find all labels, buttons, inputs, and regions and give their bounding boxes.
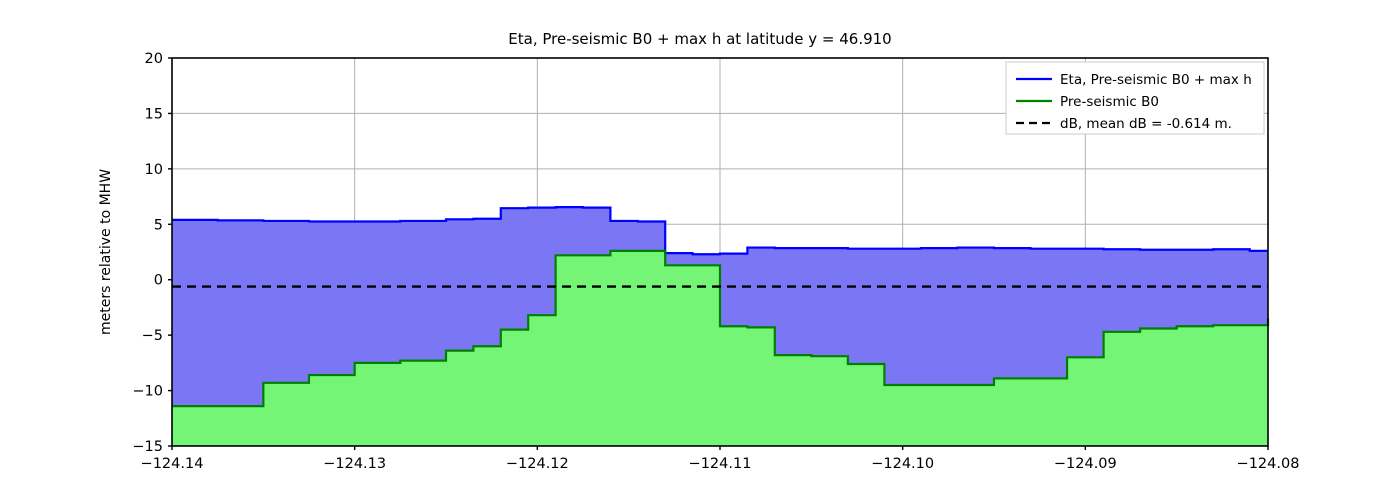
svg-text:−5: −5 [142, 328, 163, 344]
y-axis-ticks: −15 −10 −5 0 5 10 15 20 [132, 51, 172, 455]
svg-text:dB, mean dB = -0.614 m.: dB, mean dB = -0.614 m. [1060, 116, 1232, 132]
svg-text:Eta, Pre-seismic B0 + max h: Eta, Pre-seismic B0 + max h [1060, 72, 1252, 88]
svg-text:−124.10: −124.10 [871, 456, 934, 472]
page-title: Eta, Pre-seismic B0 + max h at latitude … [508, 30, 892, 48]
svg-text:−124.11: −124.11 [689, 456, 752, 472]
svg-text:−10: −10 [132, 384, 163, 400]
svg-text:−124.13: −124.13 [323, 456, 386, 472]
svg-text:−124.14: −124.14 [141, 456, 204, 472]
chart-legend: Eta, Pre-seismic B0 + max h Pre-seismic B… [1005, 61, 1265, 135]
series-lines [172, 206, 1270, 408]
svg-text:0: 0 [154, 273, 163, 289]
svg-text:10: 10 [145, 162, 163, 178]
svg-text:−124.09: −124.09 [1054, 456, 1117, 472]
svg-text:−124.08: −124.08 [1237, 456, 1300, 472]
svg-text:−15: −15 [132, 439, 163, 455]
x-axis-ticks: −124.14 −124.13 −124.12 −124.11 −124.10 −124.… [141, 446, 1300, 472]
svg-text:Pre-seismic B0: Pre-seismic B0 [1060, 94, 1159, 110]
svg-text:−124.12: −124.12 [506, 456, 569, 472]
y-axis-title: meters relative to MHW [98, 169, 114, 335]
svg-text:20: 20 [145, 51, 163, 67]
svg-text:5: 5 [154, 217, 163, 233]
svg-text:meters relative to MHW: meters relative to MHW [98, 169, 114, 335]
svg-text:15: 15 [145, 106, 163, 122]
